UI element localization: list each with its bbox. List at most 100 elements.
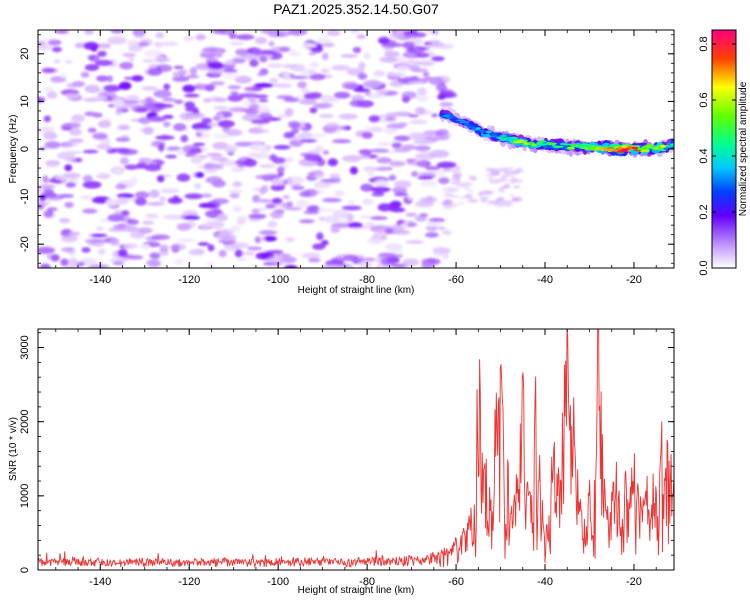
noise-blob (195, 171, 205, 178)
noise-blob (113, 169, 125, 176)
noise-blob (109, 258, 130, 263)
noise-blob (271, 197, 283, 204)
noise-blob (439, 101, 454, 108)
noise-blob (268, 41, 275, 47)
noise-blob (96, 75, 109, 82)
noise-blob (207, 123, 219, 127)
noise-blob (270, 185, 285, 191)
snr-ticks: -140 -120 -100 -80 -60 -40 -20 0 1000 2000 3000 (19, 329, 674, 588)
noise-blob (184, 215, 200, 221)
noise-blob (314, 172, 326, 179)
noise-blob (488, 170, 501, 174)
noise-blob (95, 226, 104, 231)
noise-blob (461, 181, 473, 187)
noise-blob (184, 93, 200, 98)
noise-blob (231, 166, 245, 172)
noise-blob (308, 69, 317, 75)
noise-blob (167, 197, 183, 205)
noise-blob (284, 206, 303, 211)
noise-blob (162, 114, 174, 119)
noise-blob (71, 114, 85, 123)
noise-blob (425, 30, 435, 35)
noise-blob (385, 43, 404, 47)
noise-blob (84, 238, 103, 243)
spectrogram-x-tick-label: -20 (626, 274, 642, 286)
noise-blob (137, 227, 153, 234)
noise-blob (502, 178, 508, 183)
noise-blob (97, 120, 112, 128)
noise-blob (194, 183, 202, 190)
spectrogram-y-tick-label: -10 (19, 189, 31, 205)
noise-blob (123, 76, 133, 80)
noise-blob (38, 44, 53, 51)
noise-blob (43, 115, 51, 123)
spectrogram-y-axis-label: Frequency (Hz) (8, 115, 19, 184)
noise-blob (408, 114, 419, 118)
noise-blob (298, 120, 306, 128)
noise-blob (254, 94, 269, 99)
noise-blob (272, 157, 286, 164)
noise-blob (131, 75, 144, 82)
noise-blob (327, 177, 342, 184)
noise-blob (112, 98, 125, 107)
noise-blob (480, 198, 488, 203)
noise-blob (468, 189, 474, 193)
noise-blob (362, 198, 374, 206)
noise-blob (283, 265, 298, 268)
noise-blob (229, 41, 245, 46)
noise-blob (223, 236, 234, 243)
noise-blob (61, 127, 72, 131)
noise-blob (213, 97, 228, 102)
noise-blob (232, 205, 242, 213)
noise-blob (286, 177, 293, 185)
noise-blob (313, 103, 331, 109)
noise-blob (377, 142, 392, 146)
noise-blob (283, 97, 300, 103)
noise-blob (253, 49, 266, 56)
noise-blob (51, 46, 63, 53)
noise-blob (230, 58, 246, 64)
noise-blob (173, 123, 187, 131)
noise-blob (341, 205, 362, 211)
noise-blob (413, 140, 433, 145)
noise-blob (357, 260, 373, 268)
noise-blob (288, 30, 308, 36)
noise-blob (46, 163, 58, 167)
noise-blob (284, 108, 294, 117)
noise-blob (315, 145, 324, 152)
noise-blob (45, 194, 65, 201)
noise-blob (210, 156, 228, 162)
noise-blob (296, 199, 309, 208)
noise-blob (174, 259, 185, 265)
noise-blob (38, 187, 43, 194)
noise-blob (380, 257, 396, 267)
noise-blob (249, 129, 270, 134)
noise-blob (318, 216, 326, 222)
noise-blob (123, 225, 139, 233)
noise-blob (159, 196, 166, 202)
noise-blob (96, 143, 112, 150)
ridge-blob (669, 143, 674, 146)
noise-blob (200, 222, 211, 229)
noise-blob (153, 89, 172, 98)
noise-blob (447, 187, 460, 192)
noise-blob (254, 36, 267, 45)
noise-blob (97, 248, 106, 255)
noise-blob (82, 181, 102, 189)
noise-blob (318, 113, 334, 119)
noise-blob (316, 37, 332, 45)
noise-blob (249, 59, 259, 67)
noise-blob (144, 163, 162, 172)
noise-blob (383, 127, 398, 135)
noise-blob (465, 187, 470, 191)
noise-blob (68, 257, 78, 266)
noise-blob (251, 208, 260, 214)
noise-blob (75, 157, 82, 163)
noise-blob (375, 88, 387, 95)
noise-blob (115, 137, 131, 142)
spectrogram-y-tick-label: -20 (19, 236, 31, 252)
noise-blob (309, 107, 318, 114)
noise-blob (203, 163, 220, 170)
noise-blob (513, 185, 520, 189)
